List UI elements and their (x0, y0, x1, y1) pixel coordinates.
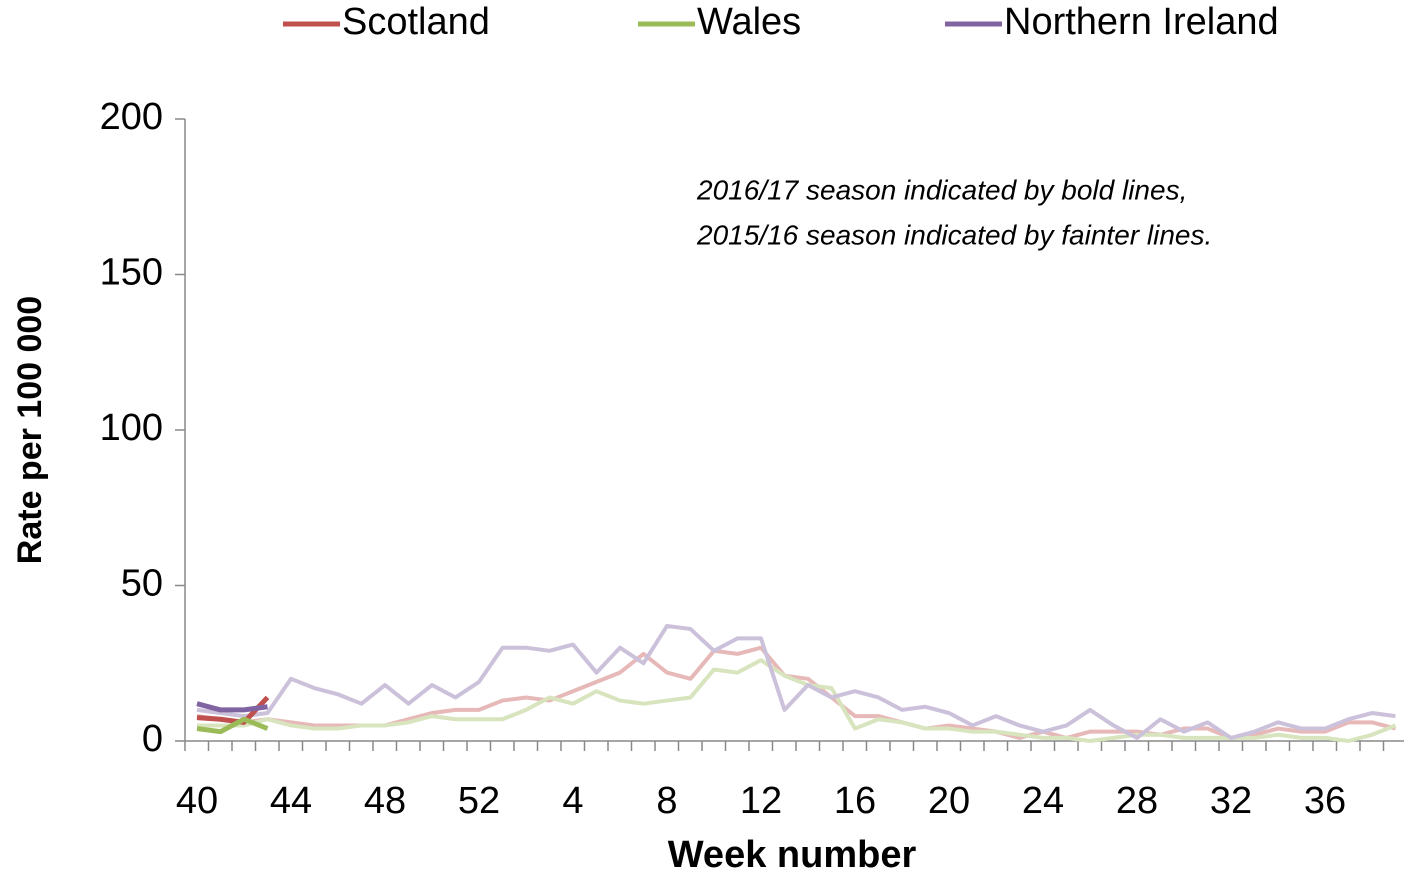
x-tick-label: 44 (270, 780, 312, 822)
x-tick-label: 8 (656, 780, 677, 822)
data-line (196, 623, 1396, 740)
y-tick-label: 100 (100, 407, 163, 449)
annotation: 2015/16 season indicated by fainter line… (696, 219, 1212, 250)
x-tick-label: 12 (740, 780, 782, 822)
x-tick-label: 48 (364, 780, 406, 822)
x-tick-label: 16 (834, 780, 876, 822)
legend-label: Scotland (342, 1, 490, 43)
x-tick-label: 40 (176, 780, 218, 822)
x-tick-label: 32 (1210, 780, 1252, 822)
x-tick-label: 4 (562, 780, 583, 822)
y-tick-label: 200 (100, 96, 163, 138)
x-tick-label: 24 (1022, 780, 1064, 822)
legend-label: Wales (697, 1, 801, 43)
y-axis-title: Rate per 100 000 (11, 296, 49, 564)
data-line (197, 658, 1397, 743)
data-line (196, 701, 268, 713)
y-tick-label: 50 (121, 563, 163, 605)
y-tick-label: 150 (100, 252, 163, 294)
x-axis-title: Week number (668, 834, 917, 876)
x-tick-label: 52 (458, 780, 500, 822)
annotation: 2016/17 season indicated by bold lines, (696, 174, 1187, 205)
x-tick-label: 20 (928, 780, 970, 822)
x-tick-label: 28 (1116, 780, 1158, 822)
x-tick-label: 36 (1304, 780, 1346, 822)
legend-label: Northern Ireland (1004, 1, 1279, 43)
data-line (196, 716, 269, 735)
y-tick-label: 0 (142, 718, 163, 760)
